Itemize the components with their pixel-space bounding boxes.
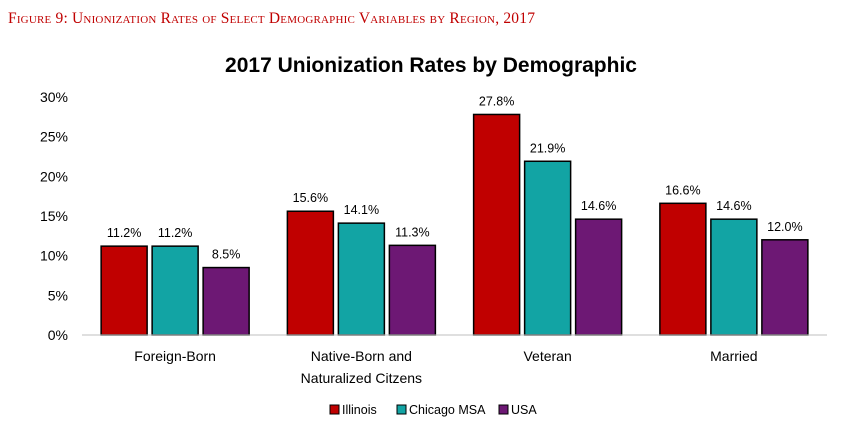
bar-usa — [388, 244, 437, 336]
legend-swatch-usa — [498, 404, 509, 415]
data-label: 11.3% — [395, 225, 430, 239]
x-category-label: Native-Born and — [311, 348, 412, 364]
y-tick-label: 20% — [40, 168, 68, 184]
y-tick-label: 25% — [40, 129, 68, 145]
data-label: 11.2% — [158, 226, 193, 240]
bar-usa — [761, 239, 809, 336]
bar-usa — [574, 218, 623, 336]
legend-label: Illinois — [342, 403, 377, 417]
data-label: 16.6% — [665, 183, 700, 197]
bar-chicago-msa — [337, 222, 386, 336]
y-tick-label: 15% — [40, 208, 68, 224]
data-label: 15.6% — [293, 191, 328, 205]
x-category-label: Naturalized Citzens — [301, 370, 422, 386]
data-label: 21.9% — [530, 141, 565, 155]
data-label: 12.0% — [767, 220, 802, 234]
chart-title: 2017 Unionization Rates by Demographic — [225, 54, 637, 77]
y-tick-label: 0% — [48, 327, 68, 343]
data-label: 14.1% — [344, 203, 379, 217]
bar-illinois — [472, 113, 521, 336]
legend-label: USA — [511, 403, 537, 417]
figure-caption: Figure 9: Unionization Rates of Select D… — [8, 10, 536, 27]
y-tick-label: 10% — [40, 248, 68, 264]
bar-chicago-msa — [151, 245, 199, 336]
bar-illinois — [659, 202, 707, 336]
data-label: 27.8% — [479, 94, 514, 108]
bar-chicago-msa — [710, 218, 758, 336]
x-category-label: Foreign-Born — [134, 348, 216, 364]
x-category-label: Veteran — [523, 348, 571, 364]
legend-label: Chicago MSA — [409, 403, 486, 417]
bar-illinois — [286, 210, 335, 336]
y-tick-label: 5% — [48, 287, 68, 303]
bar-chicago-msa — [523, 160, 572, 336]
data-label: 14.6% — [716, 199, 751, 213]
bar-illinois — [100, 245, 148, 336]
bar-usa — [202, 266, 250, 336]
legend-swatch-illinois — [329, 404, 340, 415]
data-label: 14.6% — [581, 199, 616, 213]
legend-swatch-chicago-msa — [396, 404, 407, 415]
x-category-label: Married — [710, 348, 757, 364]
data-label: 8.5% — [212, 248, 241, 262]
data-label: 11.2% — [107, 226, 142, 240]
y-tick-label: 30% — [40, 89, 68, 105]
